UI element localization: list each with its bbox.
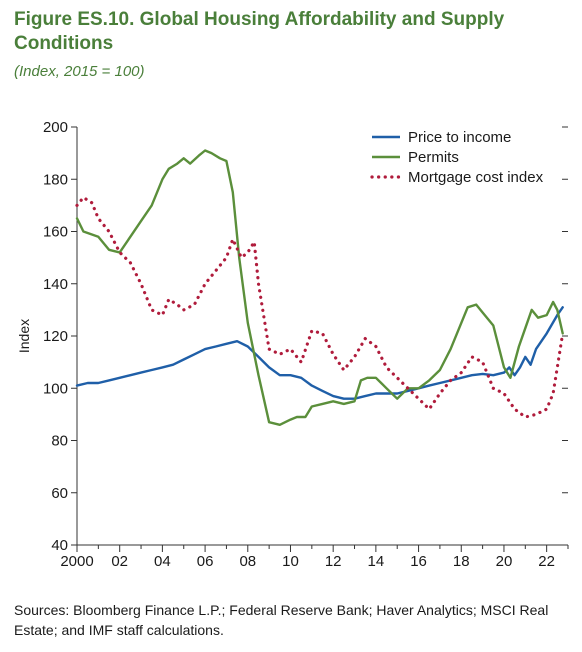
y-axis-label: Index bbox=[16, 319, 32, 353]
x-tick-label: 18 bbox=[453, 553, 470, 570]
y-tick-label: 80 bbox=[51, 433, 68, 450]
x-tick-label: 2000 bbox=[60, 553, 93, 570]
y-tick-label: 140 bbox=[43, 276, 68, 293]
series-line-3 bbox=[75, 195, 565, 419]
y-tick-label: 160 bbox=[43, 224, 68, 241]
series-line-2 bbox=[75, 149, 564, 426]
line-chart: 40 60 80 100 120 140 160 180 200 2000 02 04 06 08 10 12… bbox=[16, 119, 569, 570]
chart-series bbox=[75, 149, 565, 426]
x-tick-label: 22 bbox=[538, 553, 555, 570]
source-note: Sources: Bloomberg Finance L.P.; Federal… bbox=[14, 602, 549, 638]
x-tick-label: 14 bbox=[368, 553, 385, 570]
chart-subtitle: (Index, 2015 = 100) bbox=[14, 63, 145, 80]
series-line-1 bbox=[75, 306, 564, 400]
x-tick-label: 06 bbox=[197, 553, 214, 570]
y-tick-label: 120 bbox=[43, 328, 68, 345]
x-tick-label: 08 bbox=[239, 553, 256, 570]
y-tick-label: 100 bbox=[43, 380, 68, 397]
x-tick-label: 20 bbox=[496, 553, 513, 570]
chart-legend: Price to income Permits Mortgage cost inde… bbox=[370, 129, 544, 186]
chart-axes: 40 60 80 100 120 140 160 180 200 2000 02 04 06 08 10 12… bbox=[16, 119, 569, 570]
x-tick-label: 16 bbox=[410, 553, 427, 570]
legend-label: Price to income bbox=[408, 129, 511, 146]
chart-title: Figure ES.10. Global Housing Affordabili… bbox=[14, 9, 505, 54]
legend-label: Mortgage cost index bbox=[408, 169, 544, 186]
legend-label: Permits bbox=[408, 149, 459, 166]
y-tick-label: 60 bbox=[51, 485, 68, 502]
x-tick-label: 10 bbox=[282, 553, 299, 570]
x-tick-label: 04 bbox=[154, 553, 171, 570]
x-tick-label: 12 bbox=[325, 553, 342, 570]
y-tick-label: 200 bbox=[43, 119, 68, 136]
x-tick-label: 02 bbox=[111, 553, 128, 570]
y-tick-label: 40 bbox=[51, 537, 68, 554]
y-tick-label: 180 bbox=[43, 171, 68, 188]
